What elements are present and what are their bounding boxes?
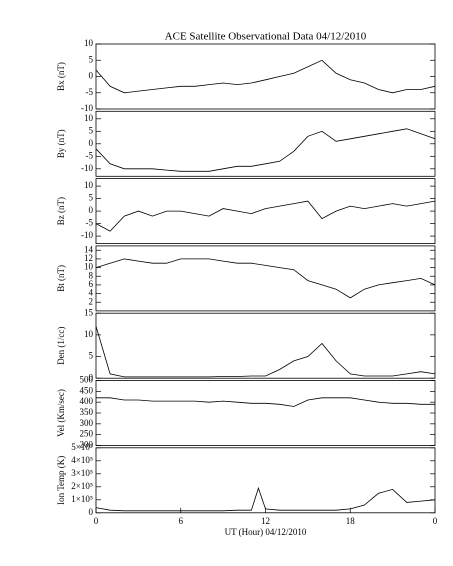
panel-frame: [95, 43, 436, 110]
y-tick-label: 10: [84, 180, 94, 190]
y-axis-label: Ion Temp (K): [56, 456, 66, 505]
y-tick-label: 200: [80, 440, 94, 450]
y-tick-label: -10: [81, 103, 93, 113]
x-axis-label: UT (Hour) 04/12/2010: [225, 527, 307, 537]
y-tick-label: 400: [80, 396, 94, 406]
data-line: [95, 59, 436, 94]
x-tick-label: 0: [433, 516, 438, 526]
y-axis-label: Vel (Km/sec): [56, 389, 66, 437]
y-tick-label: 500: [80, 375, 94, 385]
panel-frame: [95, 178, 436, 245]
y-tick-label: 10: [84, 262, 94, 272]
y-tick-label: 2×10⁵: [71, 481, 93, 491]
y-tick-label: 6: [89, 279, 94, 289]
y-tick-label: 8: [89, 270, 94, 280]
panel-frame: [95, 380, 436, 446]
data-line: [95, 486, 436, 512]
y-tick-label: 5: [89, 351, 94, 361]
panel-frame: [95, 447, 436, 514]
y-tick-label: 0: [89, 71, 94, 81]
y-tick-label: 450: [80, 385, 94, 395]
data-line: [95, 326, 436, 378]
y-tick-label: 5: [89, 193, 94, 203]
y-tick-label: 5: [89, 54, 94, 64]
y-axis-label: Bz (nT): [56, 197, 66, 225]
y-tick-label: -10: [81, 230, 93, 240]
y-axis-label: By (nT): [56, 129, 66, 158]
y-tick-label: 300: [80, 418, 94, 428]
y-tick-label: 250: [80, 429, 94, 439]
y-tick-label: 2: [89, 296, 94, 306]
y-tick-label: 10: [84, 38, 94, 48]
data-line: [95, 128, 436, 172]
y-tick-label: 3×10⁵: [71, 468, 93, 478]
y-tick-label: 350: [80, 407, 94, 417]
x-tick-label: 6: [179, 516, 184, 526]
y-tick-label: -5: [86, 150, 94, 160]
y-tick-label: 10: [84, 329, 94, 339]
data-line: [95, 200, 436, 232]
x-tick-label: 0: [94, 516, 99, 526]
y-tick-label: 14: [84, 244, 94, 254]
y-tick-label: 5: [89, 125, 94, 135]
chart-title: ACE Satellite Observational Data 04/12/2…: [165, 31, 367, 43]
x-tick-label: 18: [346, 516, 356, 526]
y-tick-label: 0: [89, 205, 94, 215]
y-tick-label: 4×10⁵: [71, 455, 93, 465]
y-tick-label: 0: [89, 507, 94, 517]
y-axis-label: Bt (nT): [56, 265, 66, 292]
y-axis-label: Bx (nT): [56, 62, 66, 91]
data-line: [95, 258, 436, 299]
y-tick-label: -5: [86, 87, 94, 97]
y-tick-label: 1×10⁵: [71, 494, 93, 504]
y-tick-label: 15: [84, 307, 94, 317]
data-line: [96, 397, 435, 407]
y-tick-label: -10: [81, 163, 93, 173]
y-tick-label: 0: [89, 372, 94, 382]
y-tick-label: 5×10⁵: [71, 442, 93, 452]
y-tick-label: 0: [89, 138, 94, 148]
y-tick-label: 10: [84, 113, 94, 123]
y-axis-label: Den (1/cc): [56, 327, 66, 365]
y-tick-label: 4: [89, 288, 94, 298]
panel-frame: [95, 312, 436, 379]
x-tick-label: 12: [261, 516, 270, 526]
y-tick-label: 12: [84, 253, 93, 263]
panel-frame: [95, 110, 436, 177]
y-tick-label: -5: [86, 218, 94, 228]
panel-frame: [95, 245, 436, 312]
